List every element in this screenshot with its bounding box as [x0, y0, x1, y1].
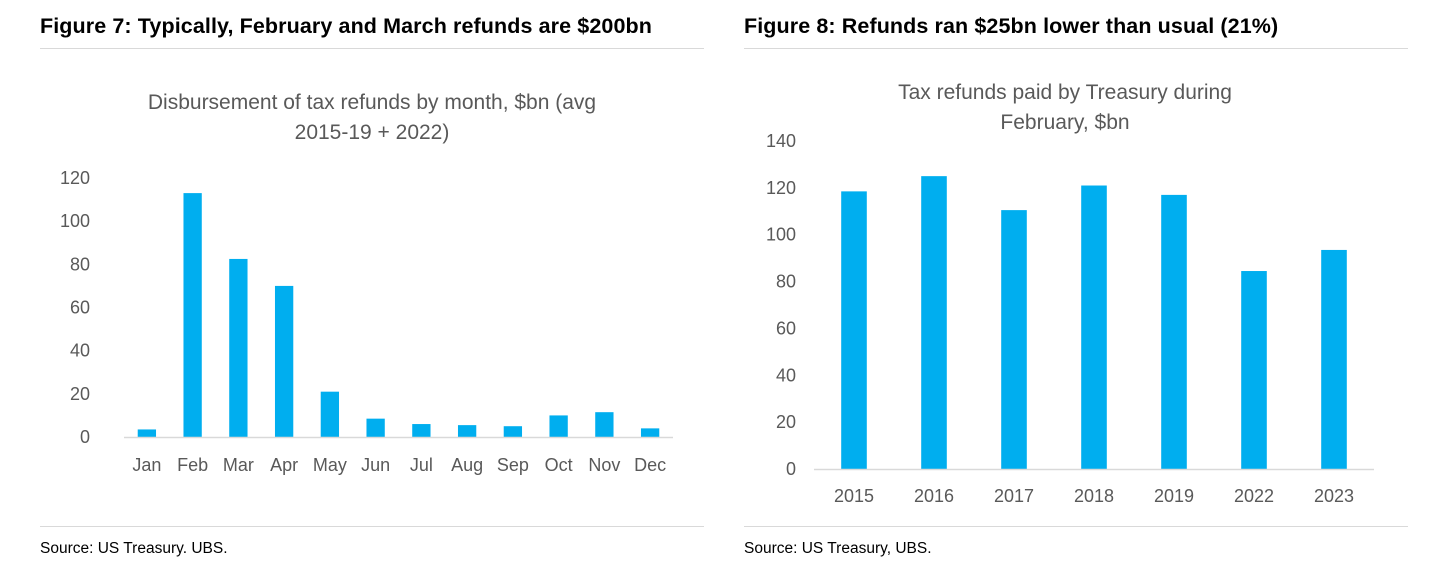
fig8-y-tick-label: 80: [776, 272, 796, 292]
fig7-y-tick-label: 100: [60, 211, 90, 231]
fig7-y-tick-label: 60: [70, 298, 90, 318]
fig7-bar-jan: [137, 429, 157, 437]
fig8-bar-2015: [841, 191, 867, 469]
fig7-bar-aug: [457, 425, 477, 437]
fig8-x-tick-label: 2018: [1074, 486, 1114, 506]
fig7-bar-sep: [503, 426, 523, 437]
fig7-x-tick-label: Oct: [545, 455, 573, 475]
figure-7-bottom-rule: [40, 526, 704, 527]
fig7-x-tick-label: Jan: [132, 455, 161, 475]
fig7-y-tick-label: 40: [70, 341, 90, 361]
fig7-bar-mar: [229, 258, 248, 437]
figure-8-source: Source: US Treasury, UBS.: [744, 540, 932, 557]
fig7-chart-title-line-1: Disbursement of tax refunds by month, $b…: [148, 91, 596, 114]
fig8-x-tick-label: 2016: [914, 486, 954, 506]
fig8-y-tick-label: 40: [776, 365, 796, 385]
fig7-x-tick-label: Aug: [451, 455, 483, 475]
figure-8-heading: Figure 8: Refunds ran $25bn lower than u…: [744, 14, 1279, 38]
figure-7-chart: Disbursement of tax refunds by month, $b…: [60, 91, 673, 475]
fig7-x-tick-label: Sep: [497, 455, 529, 475]
figure-8-top-rule: [744, 48, 1408, 49]
fig7-chart-title-line-2: 2015-19 + 2022): [295, 121, 450, 144]
fig8-bar-2022: [1241, 271, 1267, 469]
fig7-x-tick-label: Jun: [361, 455, 390, 475]
fig7-bar-nov: [595, 412, 614, 437]
figure-8-bottom-rule: [744, 526, 1408, 527]
fig7-y-tick-label: 80: [70, 254, 90, 274]
figure-7-source: Source: US Treasury. UBS.: [40, 540, 228, 557]
fig8-chart-title-line-2: February, $bn: [1000, 111, 1129, 134]
fig7-y-tick-label: 20: [70, 384, 90, 404]
fig8-y-tick-label: 0: [786, 459, 796, 479]
fig7-bar-jul: [412, 424, 431, 437]
fig7-bar-jun: [366, 418, 385, 437]
fig7-bar-may: [320, 391, 340, 437]
fig7-x-tick-label: May: [313, 455, 347, 475]
figure-8-chart: Tax refunds paid by Treasury during Febru…: [766, 81, 1374, 506]
fig7-bar-apr: [274, 285, 294, 437]
fig8-bar-2017: [1001, 210, 1027, 469]
fig8-y-tick-label: 120: [766, 178, 796, 198]
fig8-y-tick-label: 140: [766, 131, 796, 151]
fig8-y-tick-label: 20: [776, 412, 796, 432]
fig8-bar-2023: [1321, 249, 1347, 469]
fig8-x-tick-label: 2023: [1314, 486, 1354, 506]
fig7-bar-feb: [183, 193, 202, 437]
fig7-y-tick-label: 0: [80, 427, 90, 447]
figure-7-top-rule: [40, 48, 704, 49]
fig8-y-tick-label: 60: [776, 318, 796, 338]
figure-7-panel: Figure 7: Typically, February and March …: [40, 0, 704, 572]
fig8-bar-2019: [1161, 194, 1187, 469]
fig7-y-tick-label: 120: [60, 168, 90, 188]
fig7-x-tick-label: Feb: [177, 455, 208, 475]
fig7-x-tick-label: Apr: [270, 455, 298, 475]
fig8-bar-2018: [1081, 185, 1107, 469]
figure-7-heading: Figure 7: Typically, February and March …: [40, 14, 652, 38]
fig8-x-tick-label: 2019: [1154, 486, 1194, 506]
fig7-bar-oct: [549, 415, 568, 437]
fig7-bar-dec: [640, 428, 660, 437]
figure-8-panel: Figure 8: Refunds ran $25bn lower than u…: [744, 0, 1408, 572]
fig8-bar-2016: [921, 176, 947, 469]
fig7-x-tick-label: Mar: [223, 455, 254, 475]
fig8-x-tick-label: 2017: [994, 486, 1034, 506]
fig7-x-tick-label: Nov: [588, 455, 620, 475]
fig7-x-tick-label: Jul: [410, 455, 433, 475]
fig8-y-tick-label: 100: [766, 225, 796, 245]
fig7-x-tick-label: Dec: [634, 455, 666, 475]
fig8-chart-title-line-1: Tax refunds paid by Treasury during: [898, 81, 1232, 104]
fig8-x-tick-label: 2022: [1234, 486, 1274, 506]
fig8-x-tick-label: 2015: [834, 486, 874, 506]
